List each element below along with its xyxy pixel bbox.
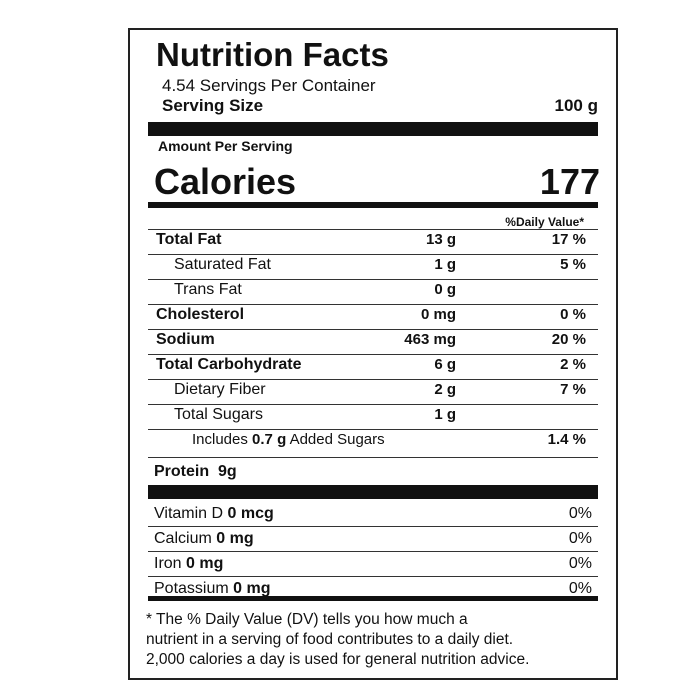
title: Nutrition Facts [156, 36, 389, 73]
amount-per-serving: Amount Per Serving [158, 138, 293, 154]
vitamin: Iron 0 mg [154, 556, 223, 572]
rule [148, 404, 598, 405]
rule [148, 551, 598, 552]
nutrient-dv: 0 % [560, 306, 586, 323]
protein-label: Protein [154, 463, 210, 480]
nutrient-amount: 0 g [434, 281, 456, 298]
vitamin-dv: 0% [568, 505, 592, 522]
vitamin-dv: 0% [568, 530, 592, 547]
nutrition-label: Nutrition Facts 4.54 Servings Per Contai… [128, 28, 618, 680]
vitamin-amount: 0 mg [216, 530, 254, 547]
vitamin: Potassium 0 mg [154, 581, 271, 597]
nutrient-label: Cholesterol [156, 306, 245, 323]
servings: 4.54 Servings Per Container [162, 76, 376, 95]
vitamin-dv: 0% [568, 580, 592, 597]
nutrient-amount: 1 g [434, 256, 456, 273]
nutrient-amount: 2 g [434, 381, 456, 398]
added-sugars-amount: 0.7 g [252, 431, 287, 448]
thick-bar [148, 485, 598, 499]
rule [148, 254, 598, 255]
added-sugars-prefix: Includes [192, 431, 248, 448]
nutrient-label: Dietary Fiber [174, 381, 266, 398]
nutrient-label: Sodium [156, 331, 215, 348]
vitamin-label: Calcium [154, 530, 212, 547]
daily-value-header: %Daily Value* [505, 215, 584, 229]
rule [148, 229, 598, 230]
vitamin-label: Vitamin D [154, 505, 224, 522]
nutrient-label: Saturated Fat [174, 256, 271, 273]
rule [148, 457, 598, 458]
rule [148, 329, 598, 330]
nutrient-dv: 2 % [560, 356, 586, 373]
nutrient-dv: 20 % [551, 331, 586, 348]
vitamin-dv: 0% [568, 555, 592, 572]
serving-size: 100 g [554, 96, 598, 115]
nutrient-label: Total Fat [156, 231, 222, 248]
nutrient-dv: 17 % [551, 231, 586, 248]
rule [148, 279, 598, 280]
vitamin-label: Iron [154, 555, 182, 572]
vitamin-amount: 0 mcg [227, 505, 274, 522]
added-sugars: Includes 0.7 g Added Sugars [192, 432, 385, 447]
thick-bar [148, 122, 598, 136]
vitamin-amount: 0 mg [233, 580, 271, 597]
added-sugars-suffix: Added Sugars [289, 431, 385, 448]
rule [148, 379, 598, 380]
calories-label: Calories [154, 161, 297, 202]
nutrient-amount: 13 g [425, 231, 456, 248]
nutrient-amount: 463 mg [404, 331, 456, 348]
footnote-line: 2,000 calories a day is used for general… [146, 651, 530, 668]
nutrient-dv: 5 % [560, 256, 586, 273]
rule [148, 526, 598, 527]
footnote-line: * The % Daily Value (DV) tells you how m… [146, 611, 468, 628]
vitamin-label: Potassium [154, 580, 229, 597]
nutrient-label: Trans Fat [174, 281, 242, 298]
nutrient-label: Total Sugars [174, 406, 263, 423]
rule [148, 354, 598, 355]
nutrient-amount: 6 g [434, 356, 456, 373]
protein-label: Protein 9g [154, 464, 237, 480]
nutrient-label: Total Carbohydrate [156, 356, 302, 373]
vitamin: Vitamin D 0 mcg [154, 506, 274, 522]
serving-size-label: Serving Size [162, 96, 264, 115]
nutrient-amount: 0 mg [420, 306, 456, 323]
nutrient-dv: 7 % [560, 381, 586, 398]
medium-bar [148, 596, 598, 601]
protein-amount: 9g [218, 463, 237, 480]
added-sugars-dv: 1.4 % [547, 431, 586, 448]
rule [148, 576, 598, 577]
calories-value: 177 [539, 161, 600, 202]
rule [148, 304, 598, 305]
vitamin-amount: 0 mg [186, 555, 224, 572]
nutrient-amount: 1 g [434, 406, 456, 423]
rule [148, 429, 598, 430]
vitamin: Calcium 0 mg [154, 531, 254, 547]
medium-bar [148, 202, 598, 208]
footnote-line: nutrient in a serving of food contribute… [146, 631, 514, 648]
